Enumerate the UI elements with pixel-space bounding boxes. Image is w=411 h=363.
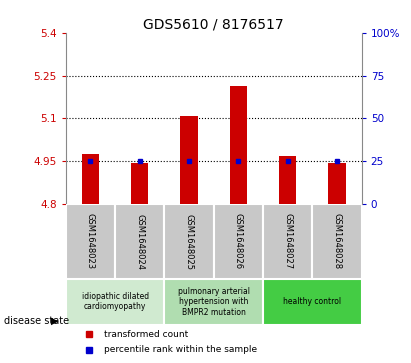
Bar [263, 204, 312, 279]
Bar [131, 163, 148, 204]
Text: GSM1648023: GSM1648023 [86, 213, 95, 270]
Bar [82, 154, 99, 204]
Bar [230, 86, 247, 204]
Text: healthy control: healthy control [283, 297, 342, 306]
Bar [164, 279, 263, 325]
Text: GSM1648024: GSM1648024 [135, 213, 144, 270]
Bar [279, 156, 296, 204]
Text: idiopathic dilated
cardiomyopathy: idiopathic dilated cardiomyopathy [81, 292, 149, 311]
Bar [115, 204, 164, 279]
Title: GDS5610 / 8176517: GDS5610 / 8176517 [143, 17, 284, 32]
Bar [263, 279, 362, 325]
Text: transformed count: transformed count [104, 330, 189, 339]
Text: GSM1648026: GSM1648026 [234, 213, 243, 270]
Bar [180, 116, 198, 204]
Bar [66, 279, 164, 325]
Text: percentile rank within the sample: percentile rank within the sample [104, 345, 257, 354]
Text: GSM1648028: GSM1648028 [332, 213, 342, 270]
Text: ▶: ▶ [51, 316, 59, 326]
Bar [214, 204, 263, 279]
Text: pulmonary arterial
hypertension with
BMPR2 mutation: pulmonary arterial hypertension with BMP… [178, 287, 250, 317]
Bar [328, 163, 346, 204]
Text: GSM1648025: GSM1648025 [185, 213, 194, 270]
Text: GSM1648027: GSM1648027 [283, 213, 292, 270]
Text: disease state: disease state [4, 316, 69, 326]
Bar [312, 204, 362, 279]
Bar [66, 204, 115, 279]
Bar [164, 204, 214, 279]
